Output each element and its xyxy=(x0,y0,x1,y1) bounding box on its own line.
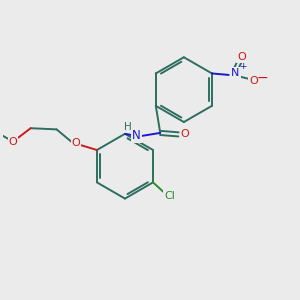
Text: N: N xyxy=(231,68,240,78)
Text: O: O xyxy=(249,76,258,86)
Text: H: H xyxy=(124,122,132,132)
Text: O: O xyxy=(9,137,17,147)
Text: O: O xyxy=(237,52,246,62)
Text: +: + xyxy=(239,62,246,71)
Text: N: N xyxy=(132,129,141,142)
Text: O: O xyxy=(181,129,189,140)
Text: Cl: Cl xyxy=(164,191,175,201)
Text: −: − xyxy=(257,71,268,85)
Text: O: O xyxy=(72,138,80,148)
